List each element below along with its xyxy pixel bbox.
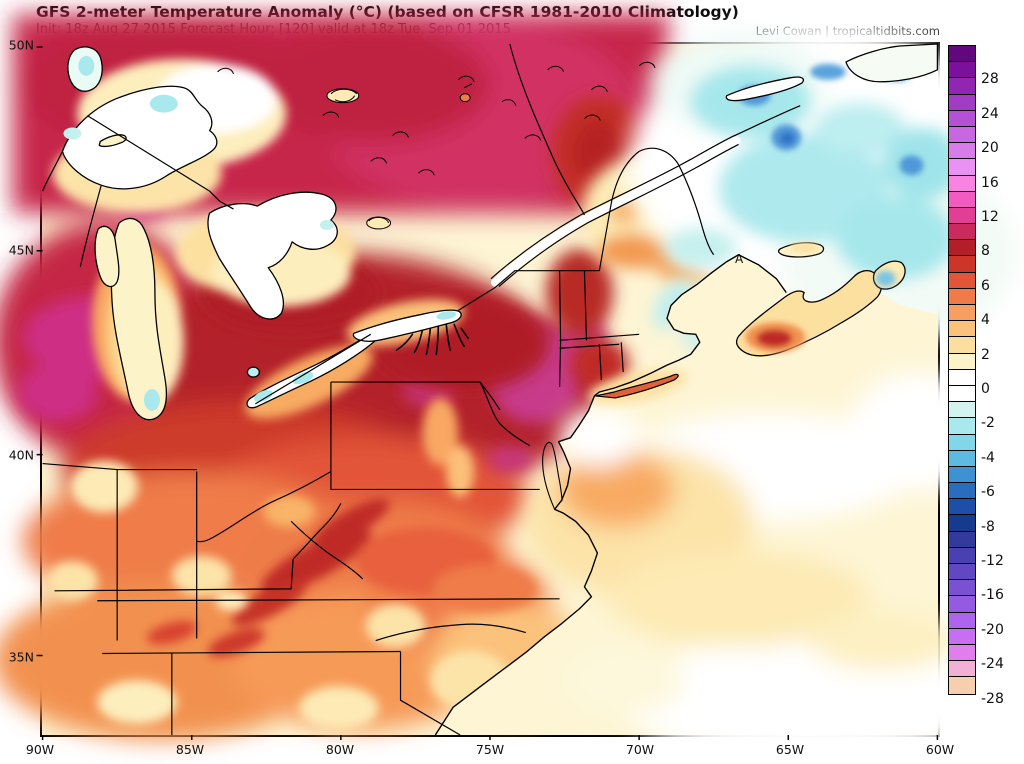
- frame-ticks: [36, 46, 939, 740]
- colorbar-segment: [949, 159, 975, 176]
- colorbar-segment: [949, 564, 975, 581]
- colorbar-tick-label: 16: [981, 174, 999, 191]
- colorbar-tick-label: 12: [981, 209, 999, 225]
- lon-label: 70W: [625, 742, 655, 757]
- colorbar-segment: [949, 499, 975, 516]
- colorbar-tick-label: -2: [981, 415, 995, 432]
- colorbar-segment: [949, 644, 975, 662]
- lake-cold-spots: [63, 55, 457, 411]
- colorbar-tick-label: 0: [981, 381, 990, 397]
- colorbar: [948, 45, 976, 695]
- lon-label: 85W: [175, 742, 205, 757]
- colorbar-segment: [949, 369, 975, 386]
- colorbar-tick-label: -16: [981, 587, 1004, 604]
- map-artwork: [0, 14, 1017, 762]
- lon-label: 75W: [475, 742, 505, 757]
- colorbar-tick-label: -28: [981, 690, 1004, 707]
- lat-label: 40N: [8, 447, 34, 463]
- colorbar-segment: [949, 402, 975, 419]
- colorbar-segment: [949, 337, 975, 354]
- colorbar-tick-label: 24: [981, 105, 999, 122]
- lake-ontario: [352, 309, 462, 342]
- colorbar-segment: [949, 288, 975, 305]
- colorbar-segment: [949, 418, 975, 435]
- colorbar-tick-label: -8: [981, 518, 995, 535]
- colorbar-segment: [949, 321, 975, 338]
- colorbar-segment: [949, 224, 975, 241]
- newfoundland: [845, 43, 939, 83]
- colorbar-tick-label: 8: [981, 243, 990, 260]
- colorbar-segment: [949, 612, 975, 629]
- lake-huron: [207, 191, 338, 320]
- lon-label: 80W: [325, 742, 355, 757]
- colorbar-tick-label: -12: [981, 553, 1004, 569]
- colorbar-segment: [949, 175, 975, 192]
- colorbar-segment: [949, 580, 975, 597]
- colorbar-segment: [949, 62, 975, 79]
- colorbar-tick-label: -6: [981, 484, 995, 501]
- colorbar-segment: [949, 677, 975, 694]
- colorbar-tick-label: -20: [981, 621, 1004, 638]
- colorbar-segment: [949, 450, 975, 467]
- colorbar-segment: [949, 547, 975, 564]
- map-annotation-a: A: [735, 252, 744, 266]
- colorbar-segment: [949, 272, 975, 289]
- lake-superior: [61, 85, 218, 190]
- colorbar-segment: [949, 385, 975, 403]
- colorbar-segment: [949, 531, 975, 548]
- colorbar-segment: [949, 126, 975, 144]
- colorbar-segment: [949, 256, 975, 273]
- colorbar-segment: [949, 46, 975, 63]
- colorbar-tick-label: 2: [981, 346, 990, 363]
- colorbar-segment: [949, 78, 975, 95]
- colorbar-segment: [949, 191, 975, 208]
- colorbar-tick-label: 6: [981, 277, 990, 294]
- colorbar-segment: [949, 628, 975, 645]
- colorbar-tick-label: 20: [981, 140, 999, 157]
- colorbar-tick-label: 28: [981, 71, 999, 88]
- colorbar-tick-label: -4: [981, 449, 995, 466]
- colorbar-segment: [949, 466, 975, 484]
- colorbar-tick-label: 4: [981, 312, 990, 329]
- map-canvas: A: [0, 14, 1017, 762]
- isle-royale: [98, 134, 127, 148]
- boundaries: [42, 43, 787, 736]
- lake-michigan: [110, 217, 168, 421]
- lat-label: 50N: [8, 37, 34, 53]
- great-lakes: [61, 46, 462, 421]
- lon-label: 65W: [775, 742, 805, 757]
- colorbar-segment: [949, 434, 975, 451]
- lat-label: 35N: [8, 649, 34, 665]
- small-lakes: [217, 61, 656, 230]
- colorbar-segment: [949, 353, 975, 370]
- lake-st-clair: [246, 366, 260, 378]
- colorbar-tick-label: -24: [981, 656, 1004, 673]
- colorbar-segment: [949, 240, 975, 257]
- colorbar-segment: [949, 207, 975, 225]
- colorbar-segment: [949, 483, 975, 500]
- colorbar-segment: [949, 94, 975, 111]
- maritime-anomalies: [745, 242, 896, 353]
- colorbar-segment: [949, 143, 975, 160]
- colorbar-segment: [949, 110, 975, 127]
- colorbar-segment: [949, 661, 975, 678]
- colorbar-segment: [949, 596, 975, 613]
- lat-label: 45N: [8, 242, 34, 258]
- colorbar-segment: [949, 515, 975, 532]
- starburst-marks: [395, 323, 469, 355]
- lon-label: 90W: [25, 742, 55, 757]
- lon-label: 60W: [925, 742, 955, 757]
- anticosti-island: [725, 76, 805, 102]
- st-lawrence-river: [490, 105, 801, 288]
- green-bay: [94, 225, 120, 288]
- colorbar-segment: [949, 305, 975, 322]
